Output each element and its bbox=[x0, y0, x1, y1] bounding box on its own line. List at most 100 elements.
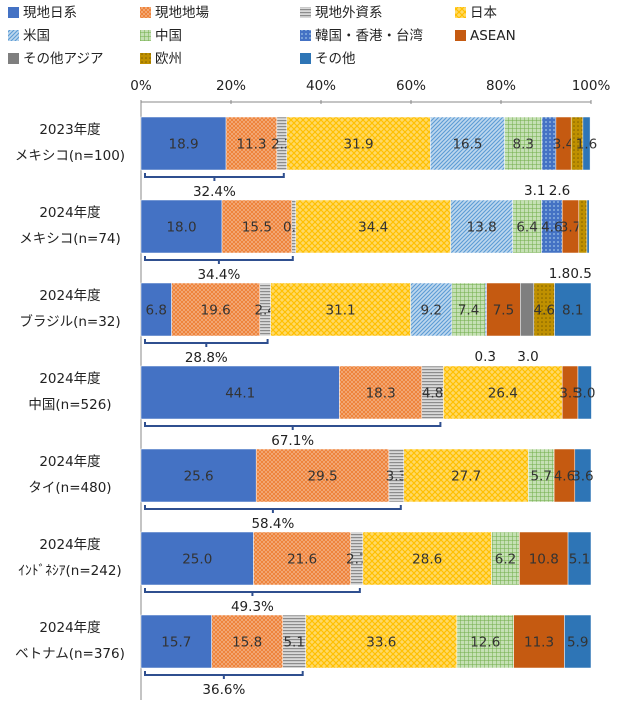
data-label: 7.5 bbox=[493, 303, 514, 319]
x-tick-label: 20% bbox=[216, 78, 246, 94]
category-label-line2: ブラジル(n=32) bbox=[19, 313, 120, 330]
data-label: 3.0 bbox=[574, 386, 595, 402]
bar-segment bbox=[225, 116, 278, 171]
legend-swatch bbox=[140, 30, 151, 41]
bar-segment bbox=[578, 199, 588, 254]
bar-segment bbox=[410, 282, 453, 337]
data-label: 2.7 bbox=[346, 552, 367, 568]
bar-segment bbox=[564, 614, 592, 669]
data-label: 16.5 bbox=[452, 137, 482, 153]
bracket-label: 28.8% bbox=[185, 350, 228, 366]
data-label: 5.1 bbox=[569, 552, 590, 568]
bar-segment bbox=[140, 531, 254, 586]
bar-segment bbox=[586, 199, 590, 254]
bar-segment bbox=[520, 282, 535, 337]
bar-segment bbox=[577, 365, 592, 420]
outside-data-label: 0.5 bbox=[570, 266, 591, 282]
bracket bbox=[144, 505, 402, 513]
bar-segment bbox=[140, 614, 212, 669]
bar-segment bbox=[171, 282, 261, 337]
bar-segment bbox=[519, 531, 569, 586]
data-label: 7.4 bbox=[458, 303, 479, 319]
bar-segment bbox=[528, 448, 555, 503]
data-label: 28.6 bbox=[412, 552, 442, 568]
bar-segment bbox=[140, 365, 340, 420]
legend-label: その他アジア bbox=[23, 51, 103, 67]
legend-swatch bbox=[455, 7, 466, 18]
data-label: 29.5 bbox=[308, 469, 338, 485]
data-label: 5.1 bbox=[283, 635, 304, 651]
bar-segment bbox=[362, 531, 492, 586]
legend-swatch bbox=[300, 53, 311, 64]
bar-segment bbox=[270, 282, 411, 337]
outside-data-label: 1.8 bbox=[549, 266, 570, 282]
data-label: 11.3 bbox=[236, 137, 266, 153]
legend-label: 米国 bbox=[23, 28, 50, 44]
x-tick-label: 60% bbox=[396, 78, 426, 94]
data-label: 21.6 bbox=[287, 552, 317, 568]
bar-segment bbox=[140, 282, 172, 337]
data-label: 11.3 bbox=[524, 635, 554, 651]
data-label: 6.2 bbox=[495, 552, 516, 568]
bracket-label: 34.4% bbox=[197, 267, 240, 283]
outside-data-label: 3.1 bbox=[524, 183, 545, 199]
category-label-line1: 2024年度 bbox=[39, 205, 100, 221]
category-row: 2024年度 ｲﾝﾄﾞﾈｼｱ(n=242) 25.0 21.6 2.7 28.6 6.2 10… bbox=[18, 531, 592, 615]
data-label: 15.5 bbox=[242, 220, 272, 236]
data-label: 33.6 bbox=[366, 635, 396, 651]
data-label: 25.6 bbox=[184, 469, 214, 485]
bar-segment bbox=[221, 199, 292, 254]
data-label: 4.8 bbox=[422, 386, 443, 402]
bar-segment bbox=[582, 116, 591, 171]
bar-segment bbox=[554, 282, 592, 337]
x-tick-label: 80% bbox=[486, 78, 516, 94]
bar-segment bbox=[253, 531, 351, 586]
bar-segment bbox=[451, 282, 486, 337]
data-label: 4.6 bbox=[541, 220, 562, 236]
data-label: 34.4 bbox=[358, 220, 388, 236]
legend-swatch bbox=[455, 30, 466, 41]
category-label-line2: 中国(n=526) bbox=[28, 397, 111, 413]
legend-swatch bbox=[8, 30, 19, 41]
data-label: 5.9 bbox=[567, 635, 588, 651]
category-label-line1: 2024年度 bbox=[39, 620, 100, 636]
x-tick-label: 40% bbox=[306, 78, 336, 94]
data-label: 1.6 bbox=[576, 137, 597, 153]
legend-label: 現地外資系 bbox=[315, 5, 383, 21]
data-label: 8.1 bbox=[562, 303, 583, 319]
data-label: 27.7 bbox=[451, 469, 481, 485]
legend-swatch bbox=[8, 53, 19, 64]
category-label-line1: 2024年度 bbox=[39, 288, 100, 304]
legend-swatch bbox=[300, 7, 311, 18]
data-label: 31.9 bbox=[344, 137, 374, 153]
data-label: 3.6 bbox=[572, 469, 593, 485]
category-label-line2: メキシコ(n=74) bbox=[19, 231, 121, 247]
bar-segment bbox=[486, 282, 521, 337]
bar-segment bbox=[140, 116, 227, 171]
legend-label: 欧州 bbox=[155, 51, 182, 67]
legend-label: ASEAN bbox=[470, 28, 516, 44]
bracket bbox=[144, 339, 269, 347]
data-label: 18.3 bbox=[366, 386, 396, 402]
bracket bbox=[144, 256, 294, 264]
category-label-line2: メキシコ(n=100) bbox=[15, 148, 125, 164]
x-tick-label: 100% bbox=[572, 78, 611, 94]
bar-segment bbox=[339, 365, 423, 420]
data-label: 3.7 bbox=[560, 220, 581, 236]
data-label: 19.6 bbox=[201, 303, 231, 319]
data-label: 44.1 bbox=[225, 386, 255, 402]
legend-label: 日本 bbox=[470, 5, 497, 21]
category-label-line2: ｲﾝﾄﾞﾈｼｱ(n=242) bbox=[18, 563, 121, 579]
bar-segment bbox=[512, 199, 542, 254]
data-label: 26.4 bbox=[488, 386, 518, 402]
bar-segment bbox=[140, 199, 223, 254]
category-label-line2: タイ(n=480) bbox=[28, 480, 111, 496]
legend-label: 韓国・香港・台湾 bbox=[315, 27, 423, 44]
data-label: 9.2 bbox=[421, 303, 442, 319]
